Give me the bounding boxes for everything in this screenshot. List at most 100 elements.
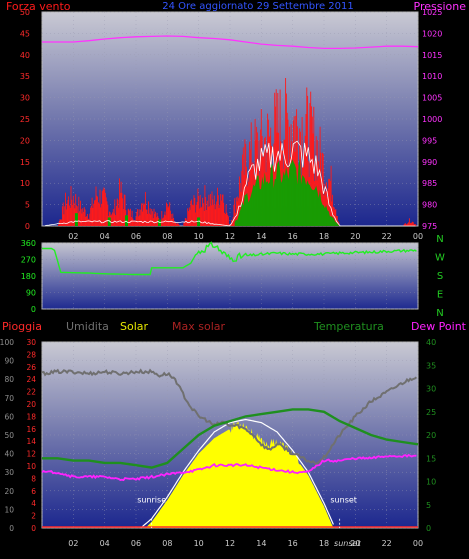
x-tick-label: 14 xyxy=(256,539,266,548)
mean-wind-blip xyxy=(74,213,78,226)
x-tick-label: 02 xyxy=(68,539,78,548)
pressure-tick-label: 1005 xyxy=(422,94,442,103)
humidity-tick-label: 90 xyxy=(4,357,14,366)
pressure-tick-label: 985 xyxy=(422,179,437,188)
pressure-tick-label: 1025 xyxy=(422,8,442,17)
pressure-tick-label: 1010 xyxy=(422,72,442,81)
mean-wind-blip xyxy=(125,215,129,226)
legend-temperatura: Temperatura xyxy=(313,320,384,333)
dewpoint-line xyxy=(41,453,417,482)
temperature-tick-label: 40 xyxy=(426,338,436,347)
x-tick-label: 16 xyxy=(288,232,298,241)
pressure-tick-label: 1000 xyxy=(422,115,442,124)
sunset-label: sunset xyxy=(330,496,357,505)
wind-pressure-panel: 0510152025303540455097598098599099510001… xyxy=(20,8,443,241)
wind-title: Forza vento xyxy=(6,0,71,13)
legend-max-solar: Max solar xyxy=(172,320,225,333)
mean-wind-blip xyxy=(197,217,201,226)
wind-tick-label: 25 xyxy=(20,115,30,124)
rain-tick-label: 2 xyxy=(31,512,36,521)
pressure-tick-label: 990 xyxy=(422,158,437,167)
rain-tick-label: 20 xyxy=(26,400,36,409)
rain-tick-label: 18 xyxy=(26,412,36,421)
legend-solar: Solar xyxy=(120,320,149,333)
pressure-tick-label: 1020 xyxy=(422,29,442,38)
temperature-tick-label: 30 xyxy=(426,385,436,394)
x-tick-label: 18 xyxy=(319,232,329,241)
wind-tick-label: 10 xyxy=(20,179,30,188)
direction-tick-label: 90 xyxy=(26,289,36,298)
x-tick-label: 10 xyxy=(194,539,204,548)
humidity-tick-label: 0 xyxy=(9,524,14,533)
temperature-tick-label: 35 xyxy=(426,361,436,370)
direction-tick-label: 180 xyxy=(21,272,36,281)
pressure-tick-label: 995 xyxy=(422,136,437,145)
x-tick-label: 08 xyxy=(162,539,172,548)
rain-tick-label: 14 xyxy=(26,437,36,446)
x-tick-label: 04 xyxy=(100,539,110,548)
humidity-tick-label: 30 xyxy=(4,468,14,477)
x-tick-label: 06 xyxy=(131,232,141,241)
pressure-title: Pressione xyxy=(414,0,467,13)
rain-tick-label: 10 xyxy=(26,462,36,471)
x-tick-label: 20 xyxy=(350,232,360,241)
pressure-tick-label: 980 xyxy=(422,201,437,210)
x-tick-label: 14 xyxy=(256,232,266,241)
wind-tick-label: 0 xyxy=(25,222,30,231)
humidity-tick-label: 100 xyxy=(0,338,14,347)
temperature-tick-label: 5 xyxy=(426,501,431,510)
rain-tick-label: 30 xyxy=(26,338,36,347)
x-tick-label: 16 xyxy=(288,539,298,548)
pressure-tick-label: 975 xyxy=(422,222,437,231)
humidity-tick-label: 80 xyxy=(4,375,14,384)
x-tick-label: sunset xyxy=(334,539,361,548)
temperature-solar-panel: 0102030405060708090100024681012141618202… xyxy=(0,338,436,548)
wind-tick-label: 45 xyxy=(20,29,30,38)
rain-tick-label: 26 xyxy=(26,363,36,372)
humidity-tick-label: 60 xyxy=(4,412,14,421)
mean-wind-blip xyxy=(107,217,111,226)
lower-legend: Pioggia Umidita Solar Max solar Temperat… xyxy=(2,320,467,333)
rain-tick-label: 8 xyxy=(31,474,36,483)
legend-pioggia: Pioggia xyxy=(2,320,42,333)
x-tick-label: 06 xyxy=(131,539,141,548)
compass-letter: N xyxy=(436,308,443,319)
compass-letter: S xyxy=(437,271,443,282)
humidity-tick-label: 50 xyxy=(4,431,14,440)
x-tick-label: 08 xyxy=(162,232,172,241)
sunrise-label: sunrise xyxy=(137,496,166,505)
pressure-tick-label: 1015 xyxy=(422,51,442,60)
rain-tick-label: 6 xyxy=(31,487,36,496)
x-tick-label: 02 xyxy=(68,232,78,241)
mean-wind-area xyxy=(234,159,340,226)
temperature-line xyxy=(42,408,419,469)
x-tick-label: 04 xyxy=(100,232,110,241)
compass-letter: E xyxy=(437,290,443,301)
wind-direction-line xyxy=(42,241,417,276)
wind-tick-label: 40 xyxy=(20,51,30,60)
humidity-tick-label: 70 xyxy=(4,394,14,403)
x-tick-label: 00 xyxy=(413,539,423,548)
mean-wind-blip xyxy=(157,219,161,226)
wind-tick-label: 15 xyxy=(20,158,30,167)
humidity-line xyxy=(41,368,418,467)
wind-tick-label: 20 xyxy=(20,136,30,145)
rain-tick-label: 4 xyxy=(31,499,36,508)
legend-dew-point: Dew Point xyxy=(411,320,467,333)
x-tick-label: 10 xyxy=(194,232,204,241)
x-tick-label: 12 xyxy=(225,539,235,548)
compass-letter: W xyxy=(435,253,445,264)
x-tick-label: 20 xyxy=(350,539,360,548)
temperature-tick-label: 0 xyxy=(426,524,431,533)
temperature-tick-label: 10 xyxy=(426,478,436,487)
humidity-tick-label: 40 xyxy=(4,450,14,459)
x-tick-label: 18 xyxy=(319,539,329,548)
x-tick-label: 22 xyxy=(382,232,392,241)
direction-tick-label: 360 xyxy=(21,239,36,248)
x-tick-label: 12 xyxy=(225,232,235,241)
temperature-tick-label: 20 xyxy=(426,431,436,440)
temperature-tick-label: 25 xyxy=(426,408,436,417)
